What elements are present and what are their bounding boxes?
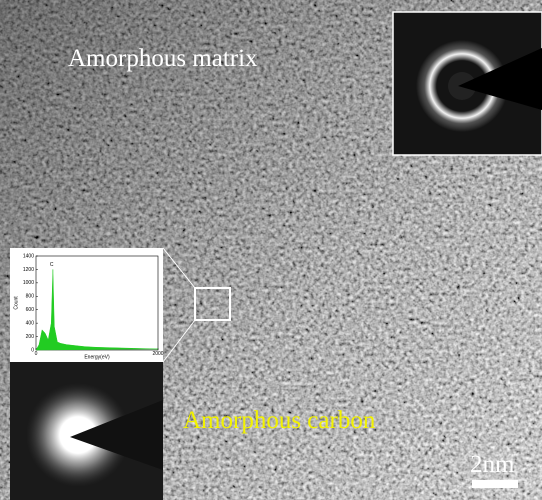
eds-background xyxy=(10,248,163,362)
figure: Energy(eV) Count 0 200 400 600 800 1000 1200 14… xyxy=(0,0,542,500)
x-tick-label: 0 xyxy=(35,351,38,357)
y-tick-label: 400 xyxy=(26,320,35,326)
label-matrix: Amorphous matrix xyxy=(68,45,258,72)
y-tick-label: 1200 xyxy=(23,267,34,273)
x-tick-label: 2000 xyxy=(152,351,163,357)
diffraction-inset-bottom xyxy=(10,362,163,500)
y-tick-label: 200 xyxy=(26,334,35,340)
y-axis-label: Count xyxy=(13,296,19,310)
eds-inset: Energy(eV) Count 0 200 400 600 800 1000 1200 14… xyxy=(10,248,164,362)
y-tick-label: 800 xyxy=(26,294,35,300)
x-axis-label: Energy(eV) xyxy=(84,354,110,360)
y-tick-label: 600 xyxy=(26,307,35,313)
label-carbon: Amorphous carbon xyxy=(183,407,376,434)
peak-label: C xyxy=(50,262,54,268)
scale-bar-label: 2nm xyxy=(470,451,515,478)
y-tick-label: 1400 xyxy=(23,253,34,259)
diffraction-inset-top xyxy=(393,12,542,155)
y-tick-label: 1000 xyxy=(23,280,34,286)
page: {"labels": {"top": "Amorphous matrix", "… xyxy=(0,0,542,500)
scale-bar xyxy=(472,480,518,488)
